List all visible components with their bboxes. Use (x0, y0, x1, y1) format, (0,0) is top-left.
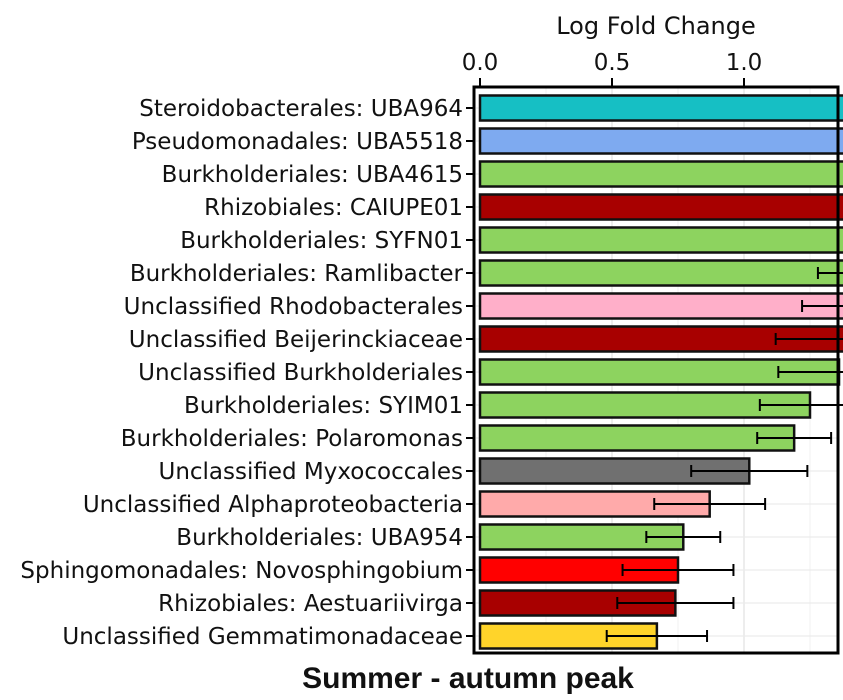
category-label: Unclassified Alphaproteobacteria (83, 492, 463, 518)
bar (478, 259, 843, 287)
category-label: Unclassified Beijerinckiaceae (129, 327, 463, 353)
bar-layer (478, 94, 843, 650)
bar (478, 424, 796, 452)
x-tick-label: 1.0 (726, 50, 763, 76)
x-tick-label: 0.0 (462, 50, 499, 76)
bar (478, 193, 843, 221)
category-label: Pseudomonadales: UBA5518 (132, 129, 463, 155)
category-label: Unclassified Rhodobacterales (124, 294, 463, 320)
category-label: Rhizobiales: Aestuariivirga (158, 591, 463, 617)
category-label: Burkholderiales: Ramlibacter (130, 261, 464, 287)
category-label-layer: Steroidobacterales: UBA964 Pseudomonadale… (20, 96, 474, 650)
category-label: Burkholderiales: Polaromonas (121, 426, 463, 452)
x-axis-title: Log Fold Change (556, 12, 756, 40)
bar (478, 94, 843, 122)
category-label: Burkholderiales: UBA4615 (162, 162, 463, 188)
category-label: Unclassified Burkholderiales (138, 360, 463, 386)
category-label: Burkholderiales: UBA954 (176, 525, 463, 551)
plot-frame (472, 85, 840, 655)
bar (478, 160, 843, 188)
category-label: Sphingomonadales: Novosphingobium (20, 558, 463, 584)
x-tick-layer: 0.00.51.01.52.0 (462, 50, 763, 87)
bar (478, 292, 843, 320)
chart-caption: Summer - autumn peak (302, 662, 634, 695)
x-tick-label: 0.5 (594, 50, 631, 76)
category-label: Burkholderiales: SYFN01 (180, 228, 463, 254)
bar (478, 226, 843, 254)
category-label: Unclassified Gemmatimonadaceae (62, 624, 463, 650)
bar (478, 127, 843, 155)
category-label: Burkholderiales: SYIM01 (184, 393, 463, 419)
category-label: Rhizobiales: CAIUPE01 (204, 195, 463, 221)
category-label: Steroidobacterales: UBA964 (139, 96, 463, 122)
category-label: Unclassified Myxococcales (158, 459, 463, 485)
